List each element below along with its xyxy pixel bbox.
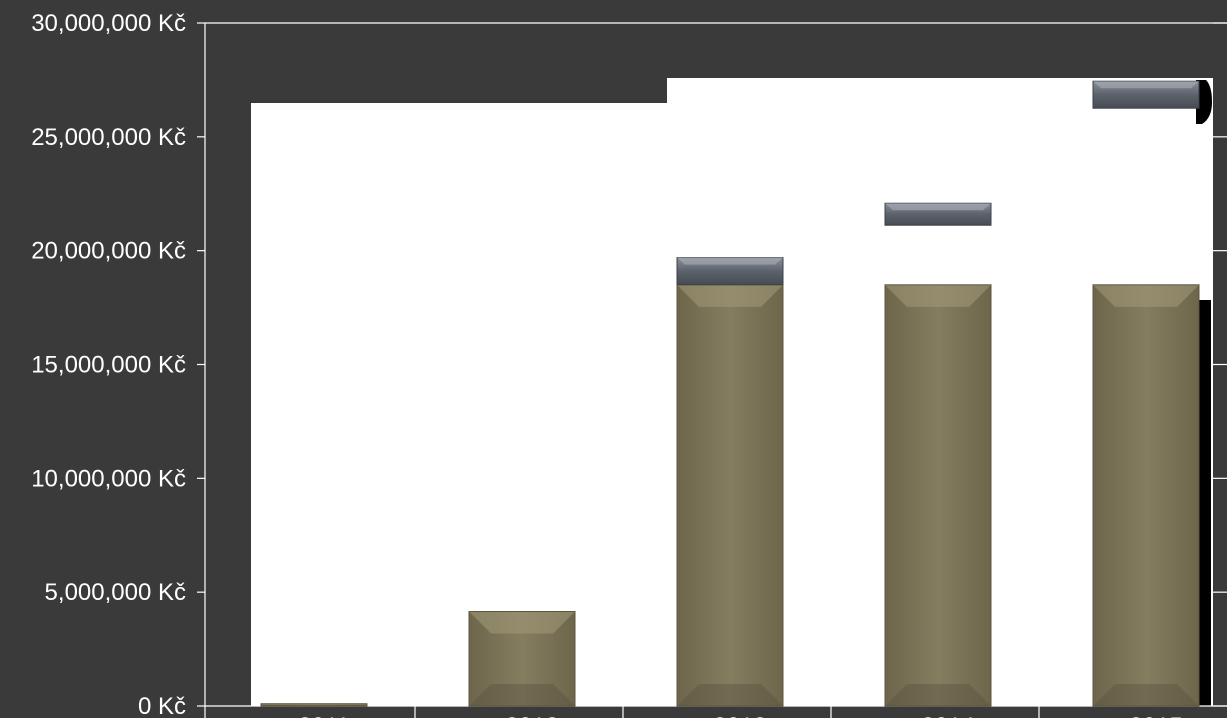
bar	[1092, 284, 1200, 707]
y-tick-label: 25,000,000 Kč	[31, 124, 186, 151]
x-tick-label: r. 2015	[1109, 713, 1182, 718]
marker-shadow	[1196, 80, 1212, 124]
bar-bevel-bottom	[1093, 684, 1199, 706]
bar	[676, 284, 784, 707]
bar	[468, 611, 576, 707]
bar-outline	[1092, 284, 1200, 707]
bar	[260, 703, 368, 707]
x-tick-label: r. 2012	[485, 713, 558, 718]
bar-outline	[260, 703, 368, 707]
marker	[676, 257, 784, 286]
marker	[884, 202, 992, 226]
bar-body	[1093, 284, 1199, 706]
bar-bevel-bottom	[885, 684, 991, 706]
plot-area-left	[251, 103, 671, 706]
bar	[884, 284, 992, 707]
bar-bevel-top	[885, 284, 991, 307]
bar-outline	[468, 611, 576, 707]
bar-body	[677, 284, 783, 706]
marker-bevel	[677, 257, 783, 265]
bar-shadow	[1196, 300, 1211, 706]
x-tick-label: r. 2014	[901, 713, 974, 718]
bar-bevel-bottom	[677, 684, 783, 706]
x-tick-label: r. 2013	[693, 713, 766, 718]
y-tick-label: 15,000,000 Kč	[31, 352, 186, 379]
y-tick-label: 0 Kč	[138, 693, 186, 718]
bar-bevel-top	[469, 611, 575, 634]
bars	[260, 284, 1200, 707]
bar-bevel-top	[677, 284, 783, 307]
bar-outline	[884, 284, 992, 707]
bar-bevel-bottom	[469, 684, 575, 706]
marker	[1092, 80, 1200, 109]
x-tick-label: r. 2011	[278, 713, 350, 718]
markers	[676, 80, 1200, 286]
y-tick-label: 20,000,000 Kč	[31, 238, 186, 265]
bar-bevel-top	[1093, 284, 1199, 307]
marker-bevel	[885, 203, 991, 211]
y-axis-labels: 0 Kč 5,000,000 Kč 10,000,000 Kč 15,000,000 …	[31, 10, 186, 718]
y-tick-label: 5,000,000 Kč	[45, 579, 186, 606]
bar-body	[885, 284, 991, 706]
y-tick-label: 30,000,000 Kč	[31, 10, 186, 37]
x-axis-labels: r. 2011 r. 2012 r. 2013 r. 2014 r. 2015	[278, 713, 1183, 718]
y-tick-label: 10,000,000 Kč	[31, 465, 186, 492]
marker-bevel	[1093, 81, 1199, 89]
